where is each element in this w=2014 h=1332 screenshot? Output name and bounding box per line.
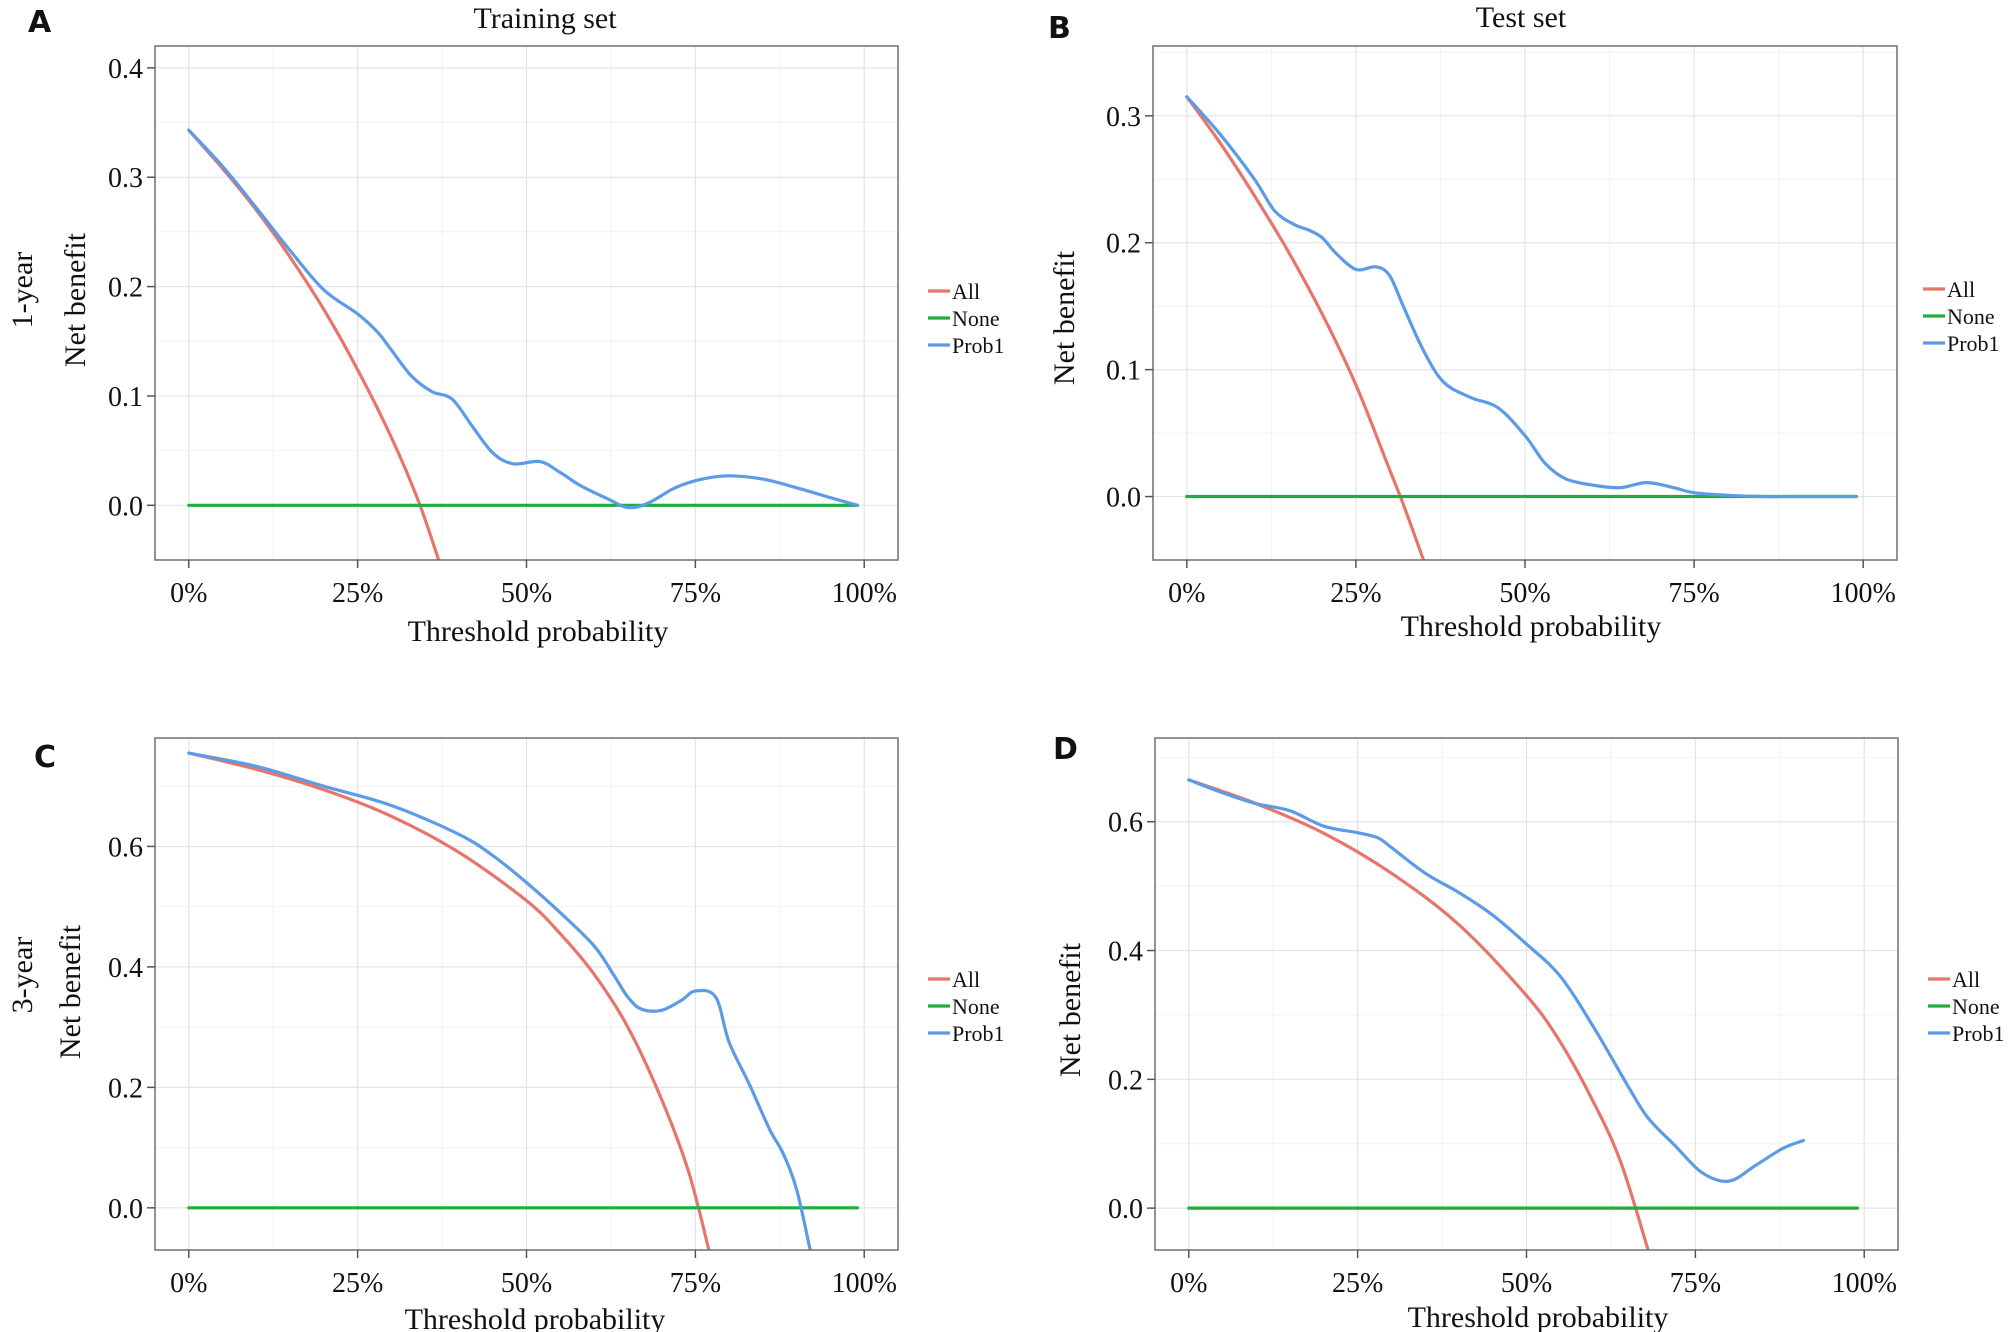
panel-letter: C xyxy=(34,740,56,775)
panel-letter: B xyxy=(1048,11,1071,46)
legend-label-prob1: Prob1 xyxy=(952,1021,1005,1046)
y-axis-title: Net benefit xyxy=(1048,250,1081,385)
legend-label-all: All xyxy=(952,967,980,992)
y-tick-label: 0.0 xyxy=(1106,483,1141,514)
y-tick-label: 0.4 xyxy=(108,54,143,85)
legend-label-none: None xyxy=(952,994,1000,1019)
x-tick-label: 50% xyxy=(1501,1268,1552,1299)
legend-label-prob1: Prob1 xyxy=(1952,1021,2005,1046)
y-tick-label: 0.4 xyxy=(1108,937,1143,968)
legend-label-none: None xyxy=(1947,304,1995,329)
legend-label-all: All xyxy=(1947,277,1975,302)
panel-a: 0% 25% 50% 75% 100% 0.0 0.1 0.2 0.3 0.4 Threshold … xyxy=(6,2,1005,648)
panel-d: 0% 25% 50% 75% 100% 0.0 0.2 0.4 0.6 Threshold pro… xyxy=(1053,732,2005,1332)
x-tick-label: 50% xyxy=(501,1268,552,1299)
y-axis-title: Net benefit xyxy=(54,924,87,1059)
series-line-all xyxy=(1187,778,1650,1250)
y-tick-label: 0.6 xyxy=(1108,808,1143,839)
x-tick-label: 25% xyxy=(332,578,383,609)
legend-label-none: None xyxy=(952,306,1000,331)
y-tick-label: 0.4 xyxy=(108,953,143,984)
x-tick-label: 100% xyxy=(832,578,897,609)
legend-label-prob1: Prob1 xyxy=(952,333,1005,358)
y-tick-label: 0.1 xyxy=(108,382,143,413)
column-title: Training set xyxy=(473,2,617,35)
series-line-prob1 xyxy=(187,128,860,510)
y-tick-label: 0.1 xyxy=(1106,356,1141,387)
panel-letter: D xyxy=(1053,732,1078,767)
grid xyxy=(155,46,898,561)
x-tick-label: 50% xyxy=(1499,578,1550,609)
x-tick-label: 100% xyxy=(832,1268,897,1299)
legend-label-all: All xyxy=(952,279,980,304)
x-tick-label: 0% xyxy=(1168,578,1205,609)
legend-label-all: All xyxy=(1952,967,1980,992)
column-title: Test set xyxy=(1476,1,1567,34)
x-tick-label: 75% xyxy=(1668,578,1719,609)
y-tick-label: 0.0 xyxy=(1108,1194,1143,1225)
series-line-prob1 xyxy=(1187,778,1805,1183)
x-tick-label: 50% xyxy=(501,578,552,609)
x-tick-label: 0% xyxy=(170,578,207,609)
legend-label-prob1: Prob1 xyxy=(1947,331,2000,356)
y-tick-label: 0.2 xyxy=(1106,229,1141,260)
panel-b: 0% 25% 50% 75% 100% 0.0 0.1 0.2 0.3 Threshold pro… xyxy=(1048,1,2000,643)
panel-c: 0% 25% 50% 75% 100% 0.0 0.2 0.4 0.6 Threshold pro… xyxy=(6,737,1005,1332)
x-axis-title: Threshold probability xyxy=(1401,610,1662,643)
x-tick-label: 75% xyxy=(670,578,721,609)
grid xyxy=(155,738,898,1250)
series-group xyxy=(187,751,860,1250)
x-tick-label: 0% xyxy=(1170,1268,1207,1299)
x-tick-label: 100% xyxy=(1831,578,1896,609)
x-tick-label: 25% xyxy=(332,1268,383,1299)
x-tick-label: 75% xyxy=(670,1268,721,1299)
row-label: 3-year xyxy=(6,937,39,1014)
series-group xyxy=(1187,778,1860,1250)
x-axis-title: Threshold probability xyxy=(1408,1301,1669,1332)
series-line-prob1 xyxy=(1185,95,1858,499)
y-tick-label: 0.0 xyxy=(108,1194,143,1225)
y-tick-label: 0.3 xyxy=(1106,102,1141,133)
y-axis-title: Net benefit xyxy=(59,232,92,367)
x-tick-label: 25% xyxy=(1332,1268,1383,1299)
x-tick-label: 75% xyxy=(1670,1268,1721,1299)
panel-letter: A xyxy=(28,5,52,40)
x-axis-title: Threshold probability xyxy=(405,1303,666,1332)
x-tick-label: 25% xyxy=(1330,578,1381,609)
y-tick-label: 0.2 xyxy=(1108,1065,1143,1096)
x-tick-label: 0% xyxy=(170,1268,207,1299)
series-group xyxy=(187,128,860,560)
x-axis-title: Threshold probability xyxy=(408,615,669,648)
y-tick-label: 0.6 xyxy=(108,832,143,863)
y-tick-label: 0.2 xyxy=(108,273,143,304)
y-tick-label: 0.3 xyxy=(108,163,143,194)
row-label: 1-year xyxy=(6,252,39,329)
y-tick-label: 0.2 xyxy=(108,1073,143,1104)
series-line-all xyxy=(1185,95,1426,560)
y-axis-title: Net benefit xyxy=(1054,942,1087,1077)
series-line-prob1 xyxy=(187,751,812,1250)
x-tick-label: 100% xyxy=(1832,1268,1897,1299)
series-line-all xyxy=(187,751,711,1250)
series-group xyxy=(1185,95,1858,560)
y-tick-label: 0.0 xyxy=(108,491,143,522)
legend-label-none: None xyxy=(1952,994,2000,1019)
